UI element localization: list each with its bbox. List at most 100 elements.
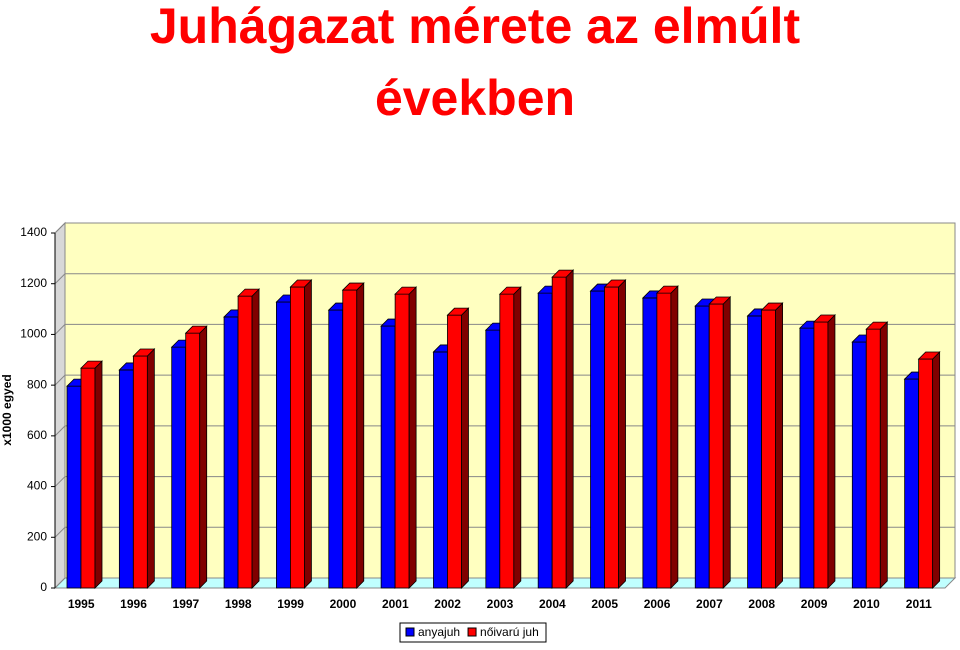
bar-side xyxy=(932,351,941,589)
bar-side xyxy=(408,286,417,589)
bar-front xyxy=(80,367,96,589)
bar xyxy=(394,286,418,589)
bar-side xyxy=(94,360,103,589)
x-tick-label: 2011 xyxy=(906,597,932,611)
bar xyxy=(655,285,679,589)
y-tick-label: 800 xyxy=(27,377,47,391)
bar-front xyxy=(447,314,462,589)
bar xyxy=(184,325,208,589)
bar-front xyxy=(66,385,82,589)
bar xyxy=(865,321,889,589)
bar-front xyxy=(485,329,501,589)
bar-top xyxy=(865,321,889,330)
x-tick-label: 2010 xyxy=(853,597,880,611)
bar-side xyxy=(356,282,365,589)
bar-top xyxy=(917,351,941,360)
x-tick-label: 1998 xyxy=(225,597,252,611)
bar-top xyxy=(498,286,522,295)
bar-front xyxy=(290,286,305,589)
grid-line xyxy=(54,273,955,285)
x-tick-label: 2007 xyxy=(696,597,723,611)
bar-front xyxy=(342,289,358,589)
bar-top xyxy=(446,307,470,316)
bar xyxy=(80,360,103,589)
bar-front xyxy=(380,325,396,589)
bar-top xyxy=(341,282,365,291)
bar-front xyxy=(747,315,762,589)
bar-top xyxy=(812,314,836,323)
bar xyxy=(446,307,470,589)
bar-top xyxy=(289,279,313,288)
chart-title: Juhágazat mérete az elmúlt években xyxy=(150,0,801,126)
bar-side xyxy=(827,314,836,589)
bar xyxy=(341,282,365,589)
bar-front xyxy=(918,358,934,589)
y-tick-label: 1200 xyxy=(20,276,47,290)
bar-top xyxy=(760,302,784,311)
bar-front xyxy=(237,295,253,589)
grid-line xyxy=(54,222,955,234)
bar xyxy=(289,279,313,589)
x-tick-label: 2006 xyxy=(644,597,671,611)
bar-top xyxy=(80,360,103,369)
bar-front xyxy=(904,378,920,589)
y-tick-label: 0 xyxy=(40,580,47,594)
x-tick-label: 2008 xyxy=(748,597,775,611)
legend-swatch xyxy=(405,627,415,637)
bar-front xyxy=(328,309,344,589)
bar-front xyxy=(551,276,567,589)
bar-front xyxy=(799,327,815,589)
bar-top xyxy=(551,269,575,278)
bar xyxy=(603,279,627,589)
y-tick-label: 400 xyxy=(27,479,47,493)
legend: anyajuh nőivarú juh xyxy=(399,622,547,643)
legend-label: nőivarú juh xyxy=(480,625,539,639)
bar-front xyxy=(171,346,187,589)
bar-side xyxy=(251,288,260,589)
x-tick-label: 2003 xyxy=(487,597,514,611)
bar xyxy=(237,288,261,589)
bar-front xyxy=(642,297,658,589)
y-axis-label: x1000 egyed xyxy=(0,374,14,445)
bar-front xyxy=(276,301,291,589)
bar-side xyxy=(461,307,469,589)
bar-top xyxy=(237,288,261,297)
bar-front xyxy=(694,305,710,589)
bar-side xyxy=(618,279,626,589)
x-tick-label: 2001 xyxy=(382,597,409,611)
bar xyxy=(917,351,941,589)
bar xyxy=(498,286,522,589)
bar-side xyxy=(722,296,731,589)
y-tick-label: 1400 xyxy=(20,225,47,239)
bar-front xyxy=(223,316,239,589)
x-tick-label: 1999 xyxy=(277,597,304,611)
y-tick-label: 1000 xyxy=(20,327,47,341)
bar xyxy=(812,314,836,589)
side-wall xyxy=(54,221,66,590)
bar-front xyxy=(851,341,867,589)
bar-side xyxy=(670,285,679,589)
bar xyxy=(708,296,732,589)
bar-top xyxy=(394,286,418,295)
y-tick-label: 600 xyxy=(27,428,47,442)
bar-side xyxy=(199,325,208,589)
bar xyxy=(760,302,784,589)
bar-front xyxy=(537,292,553,589)
bar-front xyxy=(590,290,605,589)
bar-front xyxy=(656,292,672,589)
bar-top xyxy=(132,348,156,357)
bar-top xyxy=(708,296,732,305)
x-tick-label: 2009 xyxy=(801,597,828,611)
y-tick-label: 200 xyxy=(27,529,47,543)
bar-front xyxy=(499,293,515,589)
x-tick-label: 1997 xyxy=(173,597,200,611)
legend-swatch xyxy=(467,627,477,637)
bar-front xyxy=(708,303,724,589)
bar-top xyxy=(184,325,208,334)
bar-front xyxy=(761,309,776,589)
bar xyxy=(132,348,156,589)
x-tick-label: 2005 xyxy=(591,597,618,611)
bar xyxy=(551,269,575,589)
x-tick-label: 2000 xyxy=(330,597,357,611)
